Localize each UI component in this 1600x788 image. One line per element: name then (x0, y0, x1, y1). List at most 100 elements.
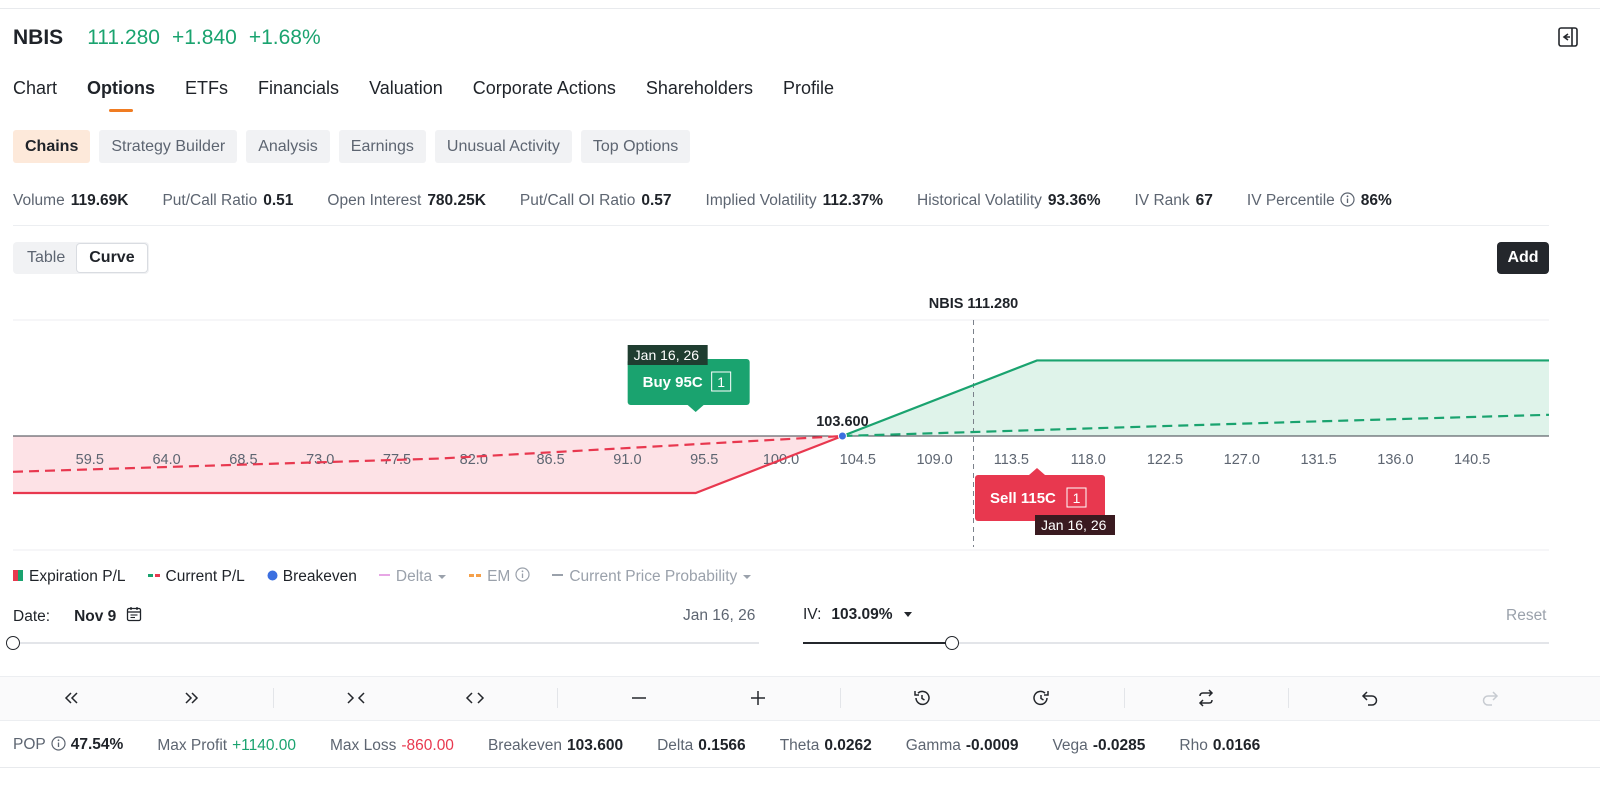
stat-label: Implied Volatility (705, 192, 817, 209)
stat-label: Put/Call OI Ratio (519, 192, 636, 209)
stat-pop: POP 47.54% (13, 736, 123, 756)
stat-value: 93.36% (1047, 192, 1101, 209)
legend-breakeven[interactable]: Breakeven (267, 568, 357, 586)
leg-qty-box (711, 371, 732, 392)
caret-down-icon (742, 568, 752, 586)
subtab-earnings[interactable]: Earnings (338, 130, 426, 163)
plus-icon[interactable] (746, 686, 770, 710)
expiration-pl-line-profit (842, 359, 1549, 438)
stat-value: -860.00 (401, 737, 454, 754)
info-icon[interactable] (1340, 192, 1355, 212)
options-stats: Volume 119.69K Put/Call Ratio 0.51 Open In… (13, 192, 1392, 212)
calendar-icon[interactable] (126, 606, 142, 627)
stat-iv-percentile: IV Percentile 86% (1247, 192, 1392, 212)
double-right-icon[interactable] (179, 686, 203, 710)
current-pl-swatch-icon (147, 568, 161, 586)
chart-legend: Expiration P/L Current P/L Breakeven Del… (13, 567, 752, 587)
caret-down-icon[interactable] (903, 606, 913, 624)
leg-expiry: Jan 16, 26 (634, 347, 700, 363)
subtab-chains[interactable]: Chains (13, 130, 91, 163)
info-icon[interactable] (515, 567, 530, 587)
stat-value: 0.1566 (698, 737, 746, 754)
stat-label: Volume (13, 192, 65, 209)
tab-chart[interactable]: Chart (13, 78, 58, 98)
table-view-button[interactable]: Table (27, 249, 66, 266)
buy-leg-tag (627, 359, 750, 405)
minus-icon[interactable] (627, 686, 651, 710)
x-tick-label: 91.0 (613, 452, 641, 468)
x-tick-label: 59.5 (76, 452, 104, 468)
legend-em[interactable]: EM (469, 567, 530, 587)
subtab-strategy-builder[interactable]: Strategy Builder (99, 130, 238, 163)
swap-icon[interactable] (1194, 686, 1218, 710)
stat-delta: Delta 0.1566 (657, 737, 746, 755)
redo-icon[interactable] (1478, 686, 1502, 710)
stat-value: -0.0285 (1092, 737, 1146, 754)
collapse-arrows-icon[interactable] (344, 686, 368, 710)
caret-down-icon (437, 568, 447, 586)
tab-options[interactable]: Options (87, 78, 155, 104)
expiry-end-date: Jan 16, 26 (683, 607, 756, 624)
date-value[interactable]: Nov 9 (74, 607, 117, 625)
reset-button[interactable]: Reset (1506, 607, 1547, 624)
stat-value: -0.0009 (965, 737, 1019, 754)
history-back-icon[interactable] (910, 686, 934, 710)
leg-expiry-tag (1035, 515, 1115, 535)
collapse-panel-icon[interactable] (1557, 26, 1579, 48)
x-tick-label: 109.0 (916, 452, 952, 468)
stat-value: 0.0262 (824, 737, 872, 754)
stat-value: 0.57 (641, 192, 672, 209)
x-tick-label: 68.5 (229, 452, 257, 468)
stat-label: POP (13, 736, 46, 753)
divider (13, 225, 1549, 226)
probability-swatch-icon (552, 568, 564, 586)
iv-slider-handle[interactable] (945, 636, 960, 650)
expiration-pl-swatch-icon (13, 568, 24, 586)
leg-qty-box (1066, 487, 1087, 508)
tab-etfs[interactable]: ETFs (185, 78, 229, 98)
curve-view-button[interactable]: Curve (77, 244, 147, 272)
subtab-analysis[interactable]: Analysis (246, 130, 330, 163)
subtab-unusual-activity[interactable]: Unusual Activity (434, 130, 572, 163)
breakeven-dot-icon (267, 568, 278, 586)
date-label: Date: (13, 607, 51, 625)
leg-qty: 1 (717, 374, 725, 390)
undo-icon[interactable] (1358, 686, 1382, 710)
date-slider-track[interactable] (13, 642, 759, 644)
info-icon[interactable] (51, 736, 66, 756)
legend-delta[interactable]: Delta (378, 568, 447, 586)
stat-value: 112.37% (822, 192, 884, 209)
legend-current-pl[interactable]: Current P/L (147, 568, 245, 586)
tab-financials[interactable]: Financials (258, 78, 340, 98)
date-control: Date: Nov 9 (13, 606, 142, 627)
current-price-label: NBIS 111.280 (929, 296, 1019, 312)
history-forward-icon[interactable] (1029, 686, 1053, 710)
stat-label: Rho (1179, 737, 1208, 754)
legend-expiration-pl[interactable]: Expiration P/L (13, 568, 126, 586)
date-slider-handle[interactable] (6, 636, 20, 650)
x-tick-label: 82.0 (460, 452, 488, 468)
stat-rho: Rho 0.0166 (1179, 737, 1260, 755)
strategy-stats: POP 47.54% Max Profit +1140.00 Max Loss -86… (13, 736, 1260, 756)
subtab-top-options[interactable]: Top Options (580, 130, 691, 163)
expand-arrows-icon[interactable] (463, 686, 487, 710)
double-left-icon[interactable] (60, 686, 84, 710)
stat-vega: Vega -0.0285 (1052, 737, 1145, 755)
stat-value: 0.0166 (1212, 737, 1261, 754)
tab-valuation[interactable]: Valuation (369, 78, 443, 98)
em-swatch-icon (469, 568, 482, 586)
toolbar-divider (557, 688, 558, 708)
stat-theta: Theta 0.0262 (780, 737, 872, 755)
iv-value[interactable]: 103.09% (831, 606, 893, 623)
stat-max-profit: Max Profit +1140.00 (157, 737, 296, 755)
add-button[interactable]: Add (1497, 242, 1549, 274)
tab-profile[interactable]: Profile (782, 78, 834, 98)
stat-label: IV Percentile (1246, 192, 1335, 209)
tab-corporate-actions[interactable]: Corporate Actions (472, 78, 616, 98)
stat-value: +1140.00 (232, 737, 297, 754)
stat-breakeven: Breakeven 103.600 (488, 737, 623, 755)
legend-current-price-probability[interactable]: Current Price Probability (552, 568, 752, 586)
iv-slider-track[interactable] (803, 642, 1549, 644)
stat-label: IV Rank (1134, 192, 1190, 209)
tab-shareholders[interactable]: Shareholders (645, 78, 753, 98)
